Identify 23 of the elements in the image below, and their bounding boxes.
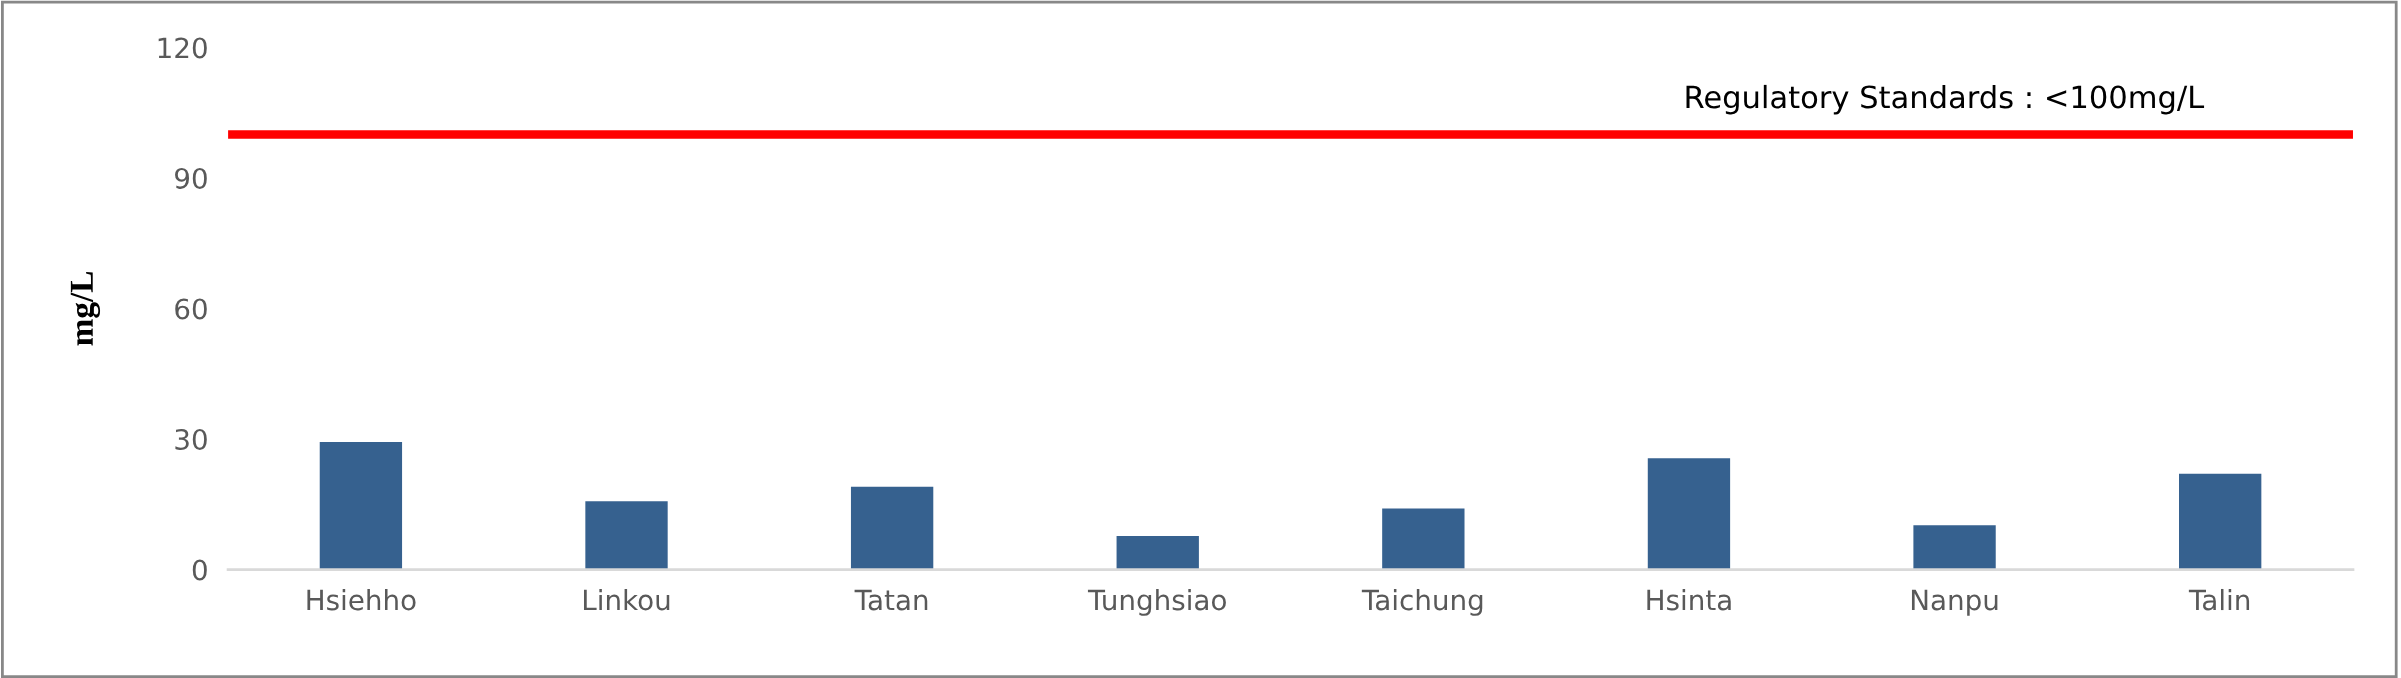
x-tick-label: Linkou (584, 588, 670, 611)
x-tick-label: Tatan (854, 589, 928, 611)
bar (1382, 508, 1465, 570)
x-tick-label: Taichung (1361, 588, 1483, 616)
bar (850, 486, 934, 570)
y-tick-label: 60 (175, 298, 207, 320)
x-tick-label: Hsinta (1647, 588, 1731, 611)
y-tick-label: 30 (175, 428, 207, 450)
x-tick-label: Talin (2188, 588, 2250, 611)
bar (585, 501, 668, 570)
bar (1647, 458, 1731, 570)
x-tick-label: Tunghsiao (1087, 588, 1226, 616)
y-tick-label: 120 (158, 37, 207, 59)
y-tick-label: 90 (175, 167, 207, 189)
x-tick-label: Hsiehho (307, 588, 416, 611)
ref-line-label: Regulatory Standards : <100mg/L (1686, 84, 2205, 115)
y-tick-label: 0 (192, 559, 207, 581)
bar (1913, 525, 1996, 570)
bar (2179, 473, 2262, 570)
bar (1116, 536, 1199, 570)
x-tick-label: Nanpu (1911, 589, 1998, 616)
bar (319, 442, 403, 570)
y-axis-title: mg/L (70, 271, 101, 346)
